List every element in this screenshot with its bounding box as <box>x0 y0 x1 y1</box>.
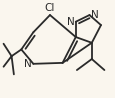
Text: N: N <box>91 10 98 20</box>
Text: Cl: Cl <box>44 3 55 13</box>
Text: N: N <box>66 17 74 27</box>
Text: N: N <box>24 59 32 69</box>
